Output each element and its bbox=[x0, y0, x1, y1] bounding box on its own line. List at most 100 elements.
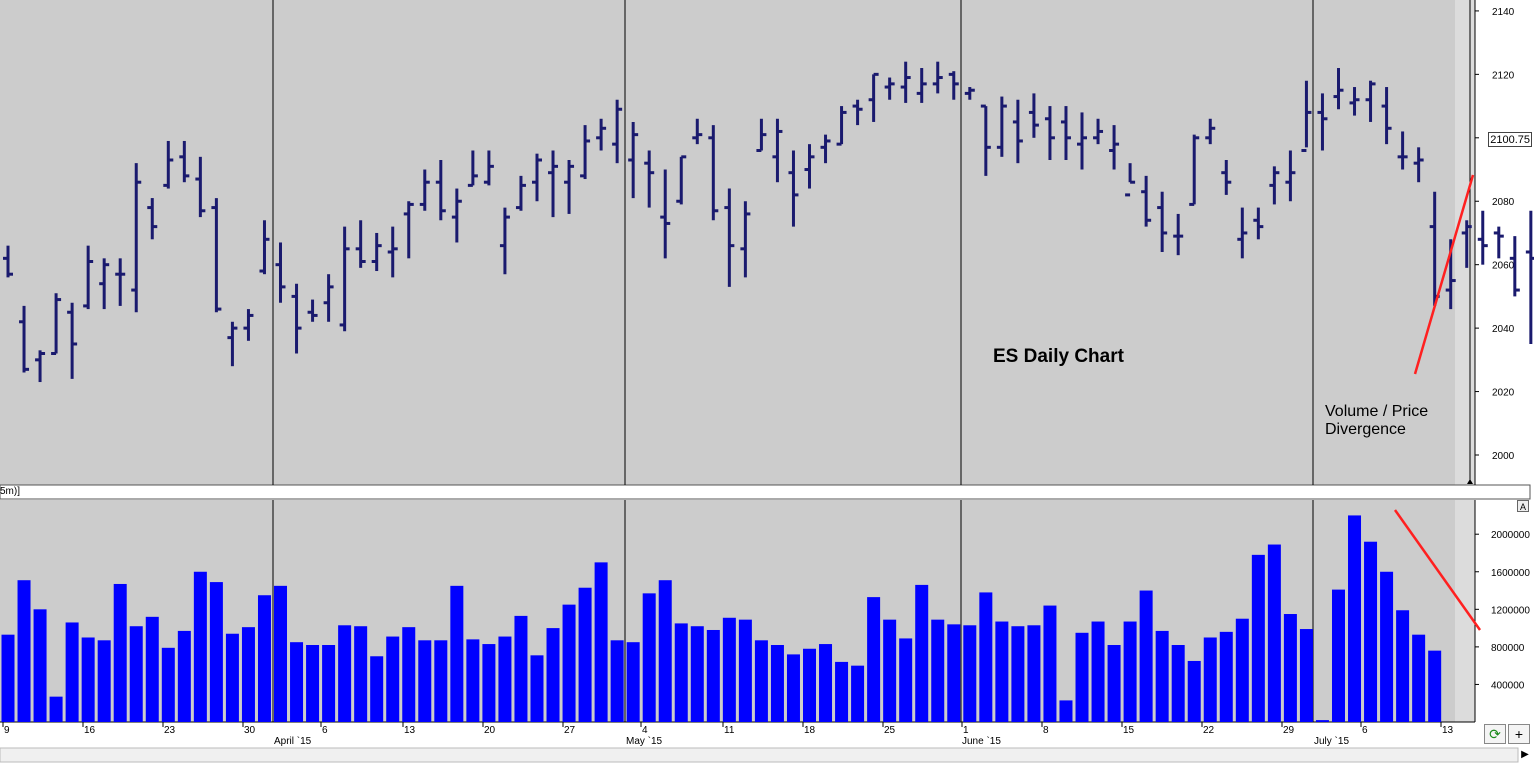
ohlc-bar bbox=[916, 68, 927, 103]
volume-bar bbox=[883, 619, 897, 722]
volume-bar bbox=[466, 639, 480, 722]
volume-bar bbox=[225, 633, 239, 722]
ohlc-bar bbox=[435, 160, 446, 221]
autoscale-button[interactable]: A bbox=[1517, 500, 1529, 512]
volume-tick-label: 1600000 bbox=[1491, 568, 1530, 579]
ohlc-bar bbox=[323, 274, 334, 322]
price-tick-label: 2140 bbox=[1492, 7, 1515, 18]
x-month-label: May `15 bbox=[626, 735, 663, 747]
volume-bar bbox=[241, 627, 255, 722]
volume-bar bbox=[1155, 630, 1169, 722]
ohlc-bar bbox=[1381, 87, 1392, 145]
volume-bar bbox=[1412, 634, 1426, 722]
volume-bar bbox=[177, 630, 191, 722]
volume-bar bbox=[690, 626, 704, 722]
volume-bar bbox=[658, 580, 672, 722]
ohlc-bar bbox=[115, 258, 126, 306]
ohlc-bar bbox=[1349, 87, 1360, 116]
ohlc-bar bbox=[628, 121, 639, 199]
ohlc-bar bbox=[1221, 160, 1232, 195]
volume-bar bbox=[1428, 650, 1442, 722]
volume-bar bbox=[1267, 544, 1281, 722]
volume-bar bbox=[1203, 637, 1217, 722]
ohlc-bar bbox=[1397, 131, 1408, 170]
volume-bar bbox=[1011, 626, 1025, 722]
volume-bar bbox=[33, 609, 47, 722]
x-day-label: 16 bbox=[84, 725, 96, 736]
ohlc-bar bbox=[515, 175, 526, 211]
add-button[interactable]: + bbox=[1508, 724, 1530, 744]
ohlc-bar bbox=[355, 220, 366, 268]
ohlc-bar bbox=[1173, 213, 1184, 256]
price-tick-label: 2000 bbox=[1492, 451, 1515, 462]
ohlc-bar bbox=[996, 96, 1007, 157]
volume-bar bbox=[738, 619, 752, 722]
volume-bar bbox=[626, 642, 640, 722]
volume-bar bbox=[722, 617, 736, 722]
volume-bar bbox=[1091, 621, 1105, 722]
ohlc-bar bbox=[19, 305, 30, 373]
ohlc-bar bbox=[1189, 134, 1200, 206]
scroll-right-icon[interactable]: ▶ bbox=[1521, 749, 1529, 760]
x-day-label: 9 bbox=[4, 725, 10, 736]
ohlc-bar bbox=[1413, 147, 1424, 183]
volume-axis: 400000 800000 1200000 1600000 2000000 bbox=[1475, 530, 1530, 691]
volume-bar bbox=[17, 580, 31, 722]
ohlc-bar bbox=[980, 104, 991, 176]
ohlc-bar bbox=[964, 87, 975, 100]
ohlc-bar bbox=[1125, 163, 1136, 197]
price-panel-edge bbox=[1455, 0, 1475, 485]
price-tick-label: 2040 bbox=[1492, 324, 1515, 335]
ohlc-bar bbox=[195, 156, 206, 218]
refresh-icon[interactable]: ⟳ bbox=[1484, 724, 1506, 744]
ohlc-bar bbox=[788, 150, 799, 227]
cursor-marker bbox=[1467, 479, 1473, 484]
volume-tick-label: 1200000 bbox=[1491, 605, 1530, 616]
ohlc-bar bbox=[291, 283, 302, 354]
ohlc-bar bbox=[1060, 106, 1071, 161]
ohlc-bar bbox=[339, 226, 350, 332]
ohlc-bar bbox=[531, 153, 542, 202]
ohlc-bar bbox=[932, 61, 943, 94]
ohlc-bar bbox=[275, 242, 286, 303]
ohlc-bar bbox=[1301, 80, 1312, 152]
volume-bar bbox=[867, 597, 881, 722]
volume-bar bbox=[434, 640, 448, 722]
x-day-label: 13 bbox=[404, 725, 416, 736]
x-day-label: 6 bbox=[322, 725, 328, 736]
ohlc-bar bbox=[820, 134, 831, 164]
ohlc-bar bbox=[163, 140, 174, 189]
divergence-annotation-line2: Divergence bbox=[1325, 421, 1406, 438]
volume-bar bbox=[370, 656, 384, 722]
volume-bar bbox=[49, 696, 63, 722]
ohlc-bar bbox=[676, 155, 687, 205]
ohlc-bar bbox=[1509, 236, 1520, 297]
ohlc-bar bbox=[612, 99, 623, 164]
scrollbar[interactable] bbox=[0, 747, 1519, 763]
ohlc-bar bbox=[1012, 99, 1023, 164]
volume-bar bbox=[209, 582, 223, 722]
ohlc-bar bbox=[692, 118, 703, 145]
volume-bar bbox=[1107, 645, 1121, 722]
volume-bar bbox=[498, 636, 512, 722]
volume-bar bbox=[706, 629, 720, 722]
ohlc-bar bbox=[644, 150, 655, 208]
ohlc-bar bbox=[67, 302, 78, 379]
chart-title: ES Daily Chart bbox=[993, 346, 1124, 367]
volume-bar bbox=[1187, 660, 1201, 722]
volume-bar bbox=[835, 661, 849, 722]
x-day-label: 25 bbox=[884, 725, 896, 736]
volume-bar bbox=[754, 640, 768, 722]
ohlc-bar bbox=[1028, 93, 1039, 138]
volume-bar bbox=[1348, 515, 1362, 722]
x-day-label: 13 bbox=[1442, 725, 1454, 736]
volume-bar bbox=[145, 616, 159, 722]
volume-bar bbox=[770, 645, 784, 722]
x-day-label: 4 bbox=[642, 725, 648, 736]
volume-bar bbox=[963, 625, 977, 722]
panel-separator bbox=[0, 484, 1531, 500]
volume-bar bbox=[1251, 554, 1265, 722]
x-month-label: June `15 bbox=[962, 735, 1001, 747]
x-month-label: July `15 bbox=[1314, 735, 1349, 747]
